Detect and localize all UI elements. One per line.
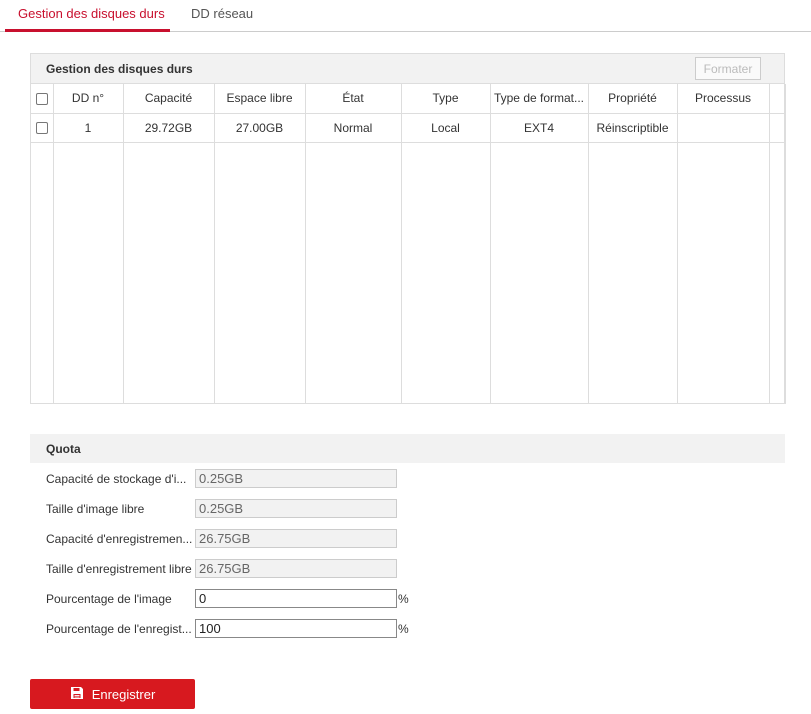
quota-header: Quota — [30, 434, 785, 463]
cell-process — [677, 113, 770, 143]
field-label: Taille d'enregistrement libre — [46, 562, 192, 576]
cell-type: Local — [401, 113, 491, 143]
col-format-type[interactable]: Type de format... — [490, 84, 589, 114]
panel-title: Gestion des disques durs — [46, 62, 193, 76]
col-free-space[interactable]: Espace libre — [214, 84, 306, 114]
free-image-field — [195, 499, 397, 518]
hdd-panel-header: Gestion des disques durs Formater — [31, 54, 784, 84]
cell-format-type: EXT4 — [490, 113, 589, 143]
row-checkbox[interactable] — [35, 122, 48, 135]
field-label: Capacité d'enregistremen... — [46, 532, 193, 546]
col-hdd-no[interactable]: DD n° — [53, 84, 124, 114]
tab-bar: Gestion des disques durs DD réseau — [0, 0, 811, 32]
save-button[interactable]: Enregistrer — [30, 679, 195, 709]
cell-status: Normal — [305, 113, 402, 143]
save-label: Enregistrer — [91, 686, 156, 702]
col-type[interactable]: Type — [401, 84, 491, 114]
table-header-row: DD n° Capacité Espace libre État Type Ty… — [31, 84, 786, 114]
percent-unit: % — [398, 622, 409, 636]
record-capacity-field — [195, 529, 397, 548]
cell-free-space: 27.00GB — [214, 113, 306, 143]
cell-property: Réinscriptible — [588, 113, 678, 143]
percent-unit: % — [398, 592, 409, 606]
field-label: Taille d'image libre — [46, 502, 145, 516]
select-all-checkbox[interactable] — [35, 93, 48, 106]
cell-capacity: 29.72GB — [123, 113, 215, 143]
quota-title: Quota — [46, 442, 81, 456]
tab-network-hdd[interactable]: DD réseau — [191, 6, 254, 21]
hdd-table: DD n° Capacité Espace libre État Type Ty… — [31, 84, 786, 404]
col-property[interactable]: Propriété — [588, 84, 678, 114]
empty-area — [31, 142, 786, 404]
col-status[interactable]: État — [305, 84, 402, 114]
tab-hdd-management[interactable]: Gestion des disques durs — [18, 6, 165, 21]
image-percent-input[interactable] — [195, 589, 397, 608]
cell-hdd-no: 1 — [53, 113, 124, 143]
field-label: Pourcentage de l'image — [46, 592, 172, 606]
format-button[interactable]: Formater — [695, 57, 761, 80]
hdd-panel: Gestion des disques durs Formater DD n° … — [30, 53, 786, 404]
record-percent-input[interactable] — [195, 619, 397, 638]
save-icon — [70, 686, 84, 703]
col-process[interactable]: Processus — [677, 84, 770, 114]
col-capacity[interactable]: Capacité — [123, 84, 215, 114]
active-tab-indicator — [5, 29, 170, 32]
field-label: Pourcentage de l'enregist... — [46, 622, 192, 636]
table-row[interactable]: 1 29.72GB 27.00GB Normal Local EXT4 Réin… — [31, 113, 786, 143]
field-label: Capacité de stockage d'i... — [46, 472, 187, 486]
free-record-field — [195, 559, 397, 578]
image-capacity-field — [195, 469, 397, 488]
